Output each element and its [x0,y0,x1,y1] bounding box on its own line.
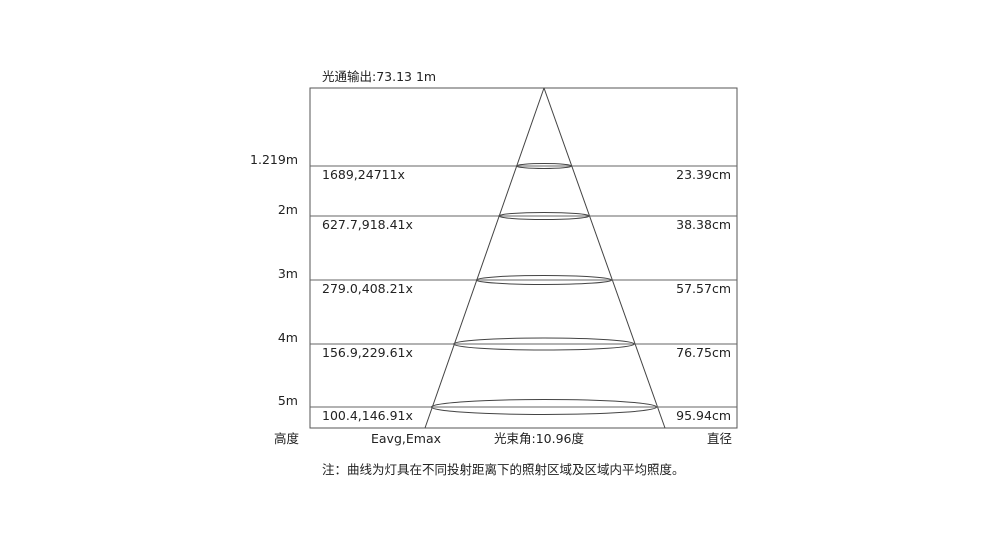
diameter-value: 38.38cm [676,217,731,232]
beam-spot-ellipse [453,337,635,351]
diameter-value: 95.94cm [676,408,731,423]
lux-value: 100.4,146.91x [322,408,413,423]
beam-angle-label: 光束角:10.96度 [494,431,584,446]
lux-value: 156.9,229.61x [322,345,413,360]
height-value: 4m [278,330,298,345]
beam-spot-ellipse [515,163,573,169]
lux-label: Eavg,Emax [371,431,441,446]
height-value: 3m [278,266,298,281]
diagram-frame [309,87,738,429]
beam-spot-ellipse [498,212,590,220]
height-value: 5m [278,393,298,408]
diameter-value: 76.75cm [676,345,731,360]
lux-value: 627.7,918.41x [322,217,413,232]
beam-cone-right [543,87,666,429]
height-value: 2m [278,202,298,217]
height-label: 高度 [274,431,300,446]
diameter-value: 23.39cm [676,167,731,182]
beam-spot-ellipse [475,275,613,285]
beam-spot-ellipse [430,399,658,415]
diameter-label: 直径 [707,431,732,446]
beam-cone-left [424,87,545,429]
height-value: 1.219m [250,152,298,167]
lux-value: 1689,24711x [322,167,405,182]
lux-value: 279.0,408.21x [322,281,413,296]
luminous-flux-title: 光通输出:73.13 1m [322,69,436,84]
footnote: 注：曲线为灯具在不同投射距离下的照射区域及区域内平均照度。 [322,462,685,477]
diameter-value: 57.57cm [676,281,731,296]
